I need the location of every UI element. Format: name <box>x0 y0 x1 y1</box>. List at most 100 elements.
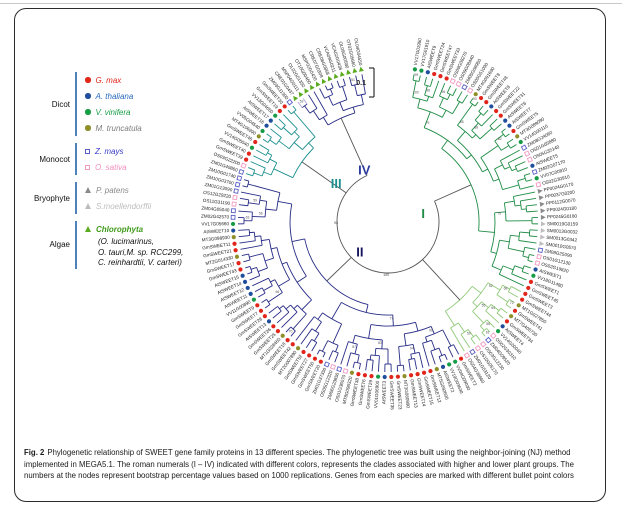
tree-branch <box>524 246 536 250</box>
leaf-label: PP0245G0180 <box>547 214 578 220</box>
tree-branch <box>466 154 472 160</box>
tree-branch <box>499 273 524 287</box>
tree-branch <box>339 102 344 111</box>
tree-branch <box>268 306 278 314</box>
leaf-label: VV17G01950 <box>413 37 423 65</box>
leaf-marker <box>236 261 241 266</box>
tree-branch <box>517 167 528 172</box>
tree-branch <box>438 97 444 108</box>
legend-item: G. max <box>85 72 142 88</box>
tree-branch <box>446 85 452 94</box>
leaf-marker <box>290 342 295 347</box>
bootstrap-value: 77 <box>389 316 393 320</box>
tree-branch <box>506 138 514 144</box>
species-legend: Dicot G. max A. thaliana V. vinifera M. trun… <box>22 72 197 276</box>
leaf-label: GmSWEET14 <box>416 378 427 408</box>
leaf-marker <box>382 374 387 380</box>
leaf-marker <box>540 214 546 220</box>
leaf-marker <box>362 373 368 378</box>
tree-branch <box>322 117 329 126</box>
tree-branch <box>480 145 499 158</box>
tree-branch <box>358 363 361 370</box>
leaf-marker <box>494 108 499 114</box>
tree-branch <box>321 340 329 352</box>
leaf-marker <box>369 374 374 379</box>
leaf-marker <box>346 69 352 75</box>
leaf-label: AtSWEET3 <box>381 380 387 404</box>
algae-species-list-line: (O. lucimarinus, <box>98 237 155 246</box>
leaf-marker <box>333 73 339 79</box>
tree-branch <box>269 139 277 145</box>
tree-branch <box>247 271 253 275</box>
leaf-marker <box>469 348 476 356</box>
tree-branch <box>439 82 446 97</box>
species-marker-icon <box>85 148 90 154</box>
tree-branch <box>270 279 276 283</box>
tree-branch <box>243 179 250 182</box>
leaf-marker <box>266 319 272 324</box>
leaf-marker <box>301 349 306 355</box>
tree-branch <box>281 261 287 265</box>
leaf-marker <box>490 332 497 340</box>
leaf-marker <box>540 221 546 227</box>
leaf-marker <box>421 370 427 375</box>
tree-branch <box>294 131 300 138</box>
tree-branch <box>408 359 411 371</box>
leaf-label: PP0112G0070 <box>546 197 577 205</box>
tree-branch <box>250 266 257 270</box>
legend-item: Z. mays <box>85 143 127 159</box>
tree-branch <box>529 254 535 257</box>
tree-branch <box>371 360 374 372</box>
tree-branch <box>412 344 416 354</box>
tree-branch <box>249 253 264 258</box>
tree-branch <box>292 313 307 330</box>
leaf-marker <box>238 267 243 272</box>
leaf-label: OS12G29220 <box>203 190 232 199</box>
tree-branch <box>508 155 523 164</box>
bootstrap-value: 88 <box>474 126 478 130</box>
tree-branch <box>457 131 466 141</box>
leaf-marker <box>447 362 452 367</box>
tree-branch <box>259 144 270 151</box>
tree-branch <box>438 356 442 363</box>
leaf-marker <box>342 368 349 374</box>
tree-branch <box>291 238 305 242</box>
leaf-label: VV17G05660 <box>201 221 229 226</box>
leaf-marker <box>523 291 528 296</box>
tree-branch <box>453 344 460 355</box>
leaf-marker <box>271 324 276 329</box>
leaf-marker <box>504 319 510 324</box>
tree-branch <box>324 85 328 91</box>
tree-branch <box>502 265 514 271</box>
tree-branch <box>526 210 538 213</box>
tree-branch <box>361 74 366 95</box>
leaf-marker <box>251 297 256 302</box>
leaf-marker <box>520 297 525 302</box>
tree-branch <box>349 76 353 86</box>
tree-branch <box>487 282 501 291</box>
tree-branch <box>319 88 326 99</box>
tree-branch <box>245 173 253 177</box>
tree-branch <box>493 123 502 131</box>
tree-branch <box>265 208 277 211</box>
leaf-marker <box>295 346 301 351</box>
leaf-label: VV01G06900 <box>373 380 380 408</box>
clade-root-branch <box>326 257 352 282</box>
tree-branch <box>508 247 524 253</box>
leaf-marker <box>484 100 489 105</box>
leaf-label: GmSWEET23 <box>396 380 403 410</box>
tree-branch <box>263 171 272 176</box>
tree-branch <box>494 211 506 214</box>
tree-branch <box>472 311 484 324</box>
leaf-label: ZM08G25090 <box>544 248 573 258</box>
leaf-marker <box>258 308 264 313</box>
leaf-marker <box>455 80 462 88</box>
inner-arc <box>422 200 440 260</box>
tree-branch <box>510 286 522 292</box>
bootstrap-value: 87 <box>352 345 356 349</box>
leaf-marker <box>503 118 508 123</box>
tree-branch <box>328 96 334 106</box>
species-name: V. vinifera <box>95 107 131 117</box>
tree-arc <box>441 148 480 231</box>
bootstrap-value: 83 <box>378 341 382 345</box>
